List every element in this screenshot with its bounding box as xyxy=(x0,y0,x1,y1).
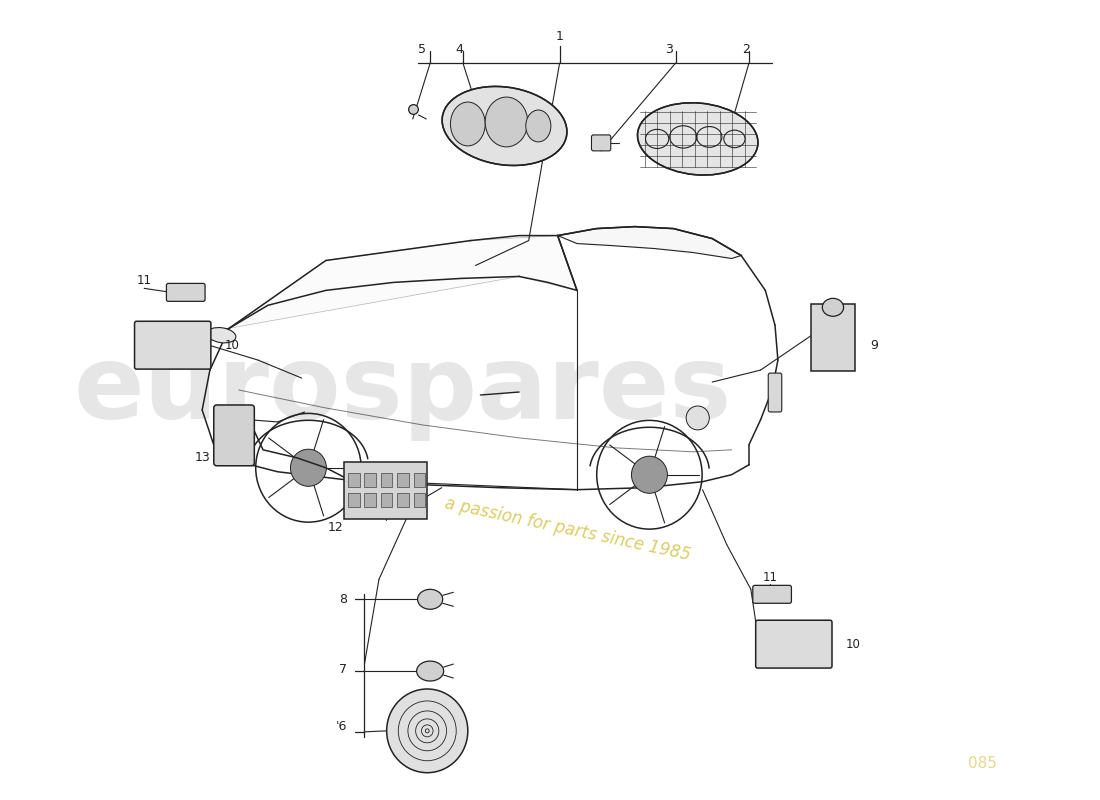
Text: a passion for parts since 1985: a passion for parts since 1985 xyxy=(442,494,692,565)
Bar xyxy=(381,493,393,506)
Circle shape xyxy=(631,456,668,494)
Circle shape xyxy=(686,406,710,430)
Ellipse shape xyxy=(207,327,235,343)
Ellipse shape xyxy=(442,86,566,166)
FancyBboxPatch shape xyxy=(134,322,211,369)
FancyBboxPatch shape xyxy=(768,373,782,412)
Ellipse shape xyxy=(526,110,551,142)
Text: 12: 12 xyxy=(328,521,343,534)
Ellipse shape xyxy=(638,102,758,175)
Ellipse shape xyxy=(450,102,485,146)
Text: 5: 5 xyxy=(418,42,427,56)
Ellipse shape xyxy=(418,590,442,610)
Text: 10: 10 xyxy=(224,338,240,352)
FancyBboxPatch shape xyxy=(166,283,205,302)
Text: 11: 11 xyxy=(136,274,152,287)
Text: 11: 11 xyxy=(762,571,778,584)
Text: eurospares: eurospares xyxy=(74,339,733,441)
Text: 9: 9 xyxy=(870,338,879,352)
Bar xyxy=(364,493,376,506)
Ellipse shape xyxy=(485,97,528,147)
FancyBboxPatch shape xyxy=(752,586,791,603)
Polygon shape xyxy=(558,226,741,258)
Circle shape xyxy=(387,689,468,773)
FancyBboxPatch shape xyxy=(344,462,427,518)
Bar xyxy=(364,473,376,486)
Bar xyxy=(397,493,409,506)
Bar xyxy=(414,473,426,486)
Bar xyxy=(348,473,360,486)
FancyBboxPatch shape xyxy=(213,405,254,466)
Bar xyxy=(414,493,426,506)
Text: 10: 10 xyxy=(846,638,860,650)
Text: 4: 4 xyxy=(455,42,463,56)
Bar xyxy=(348,493,360,506)
FancyBboxPatch shape xyxy=(811,304,855,371)
Ellipse shape xyxy=(417,661,443,681)
FancyBboxPatch shape xyxy=(592,135,611,151)
Text: 2: 2 xyxy=(742,42,750,56)
Text: 1: 1 xyxy=(556,30,563,42)
Text: 7: 7 xyxy=(339,662,348,675)
Polygon shape xyxy=(229,235,578,328)
Bar xyxy=(397,473,409,486)
Text: 8: 8 xyxy=(339,593,348,606)
Text: 3: 3 xyxy=(664,42,673,56)
Text: '6: '6 xyxy=(336,720,348,734)
Ellipse shape xyxy=(823,298,844,316)
Circle shape xyxy=(290,450,327,486)
Text: 13: 13 xyxy=(195,451,210,464)
Text: 085: 085 xyxy=(968,756,997,771)
Bar xyxy=(381,473,393,486)
FancyBboxPatch shape xyxy=(756,620,832,668)
